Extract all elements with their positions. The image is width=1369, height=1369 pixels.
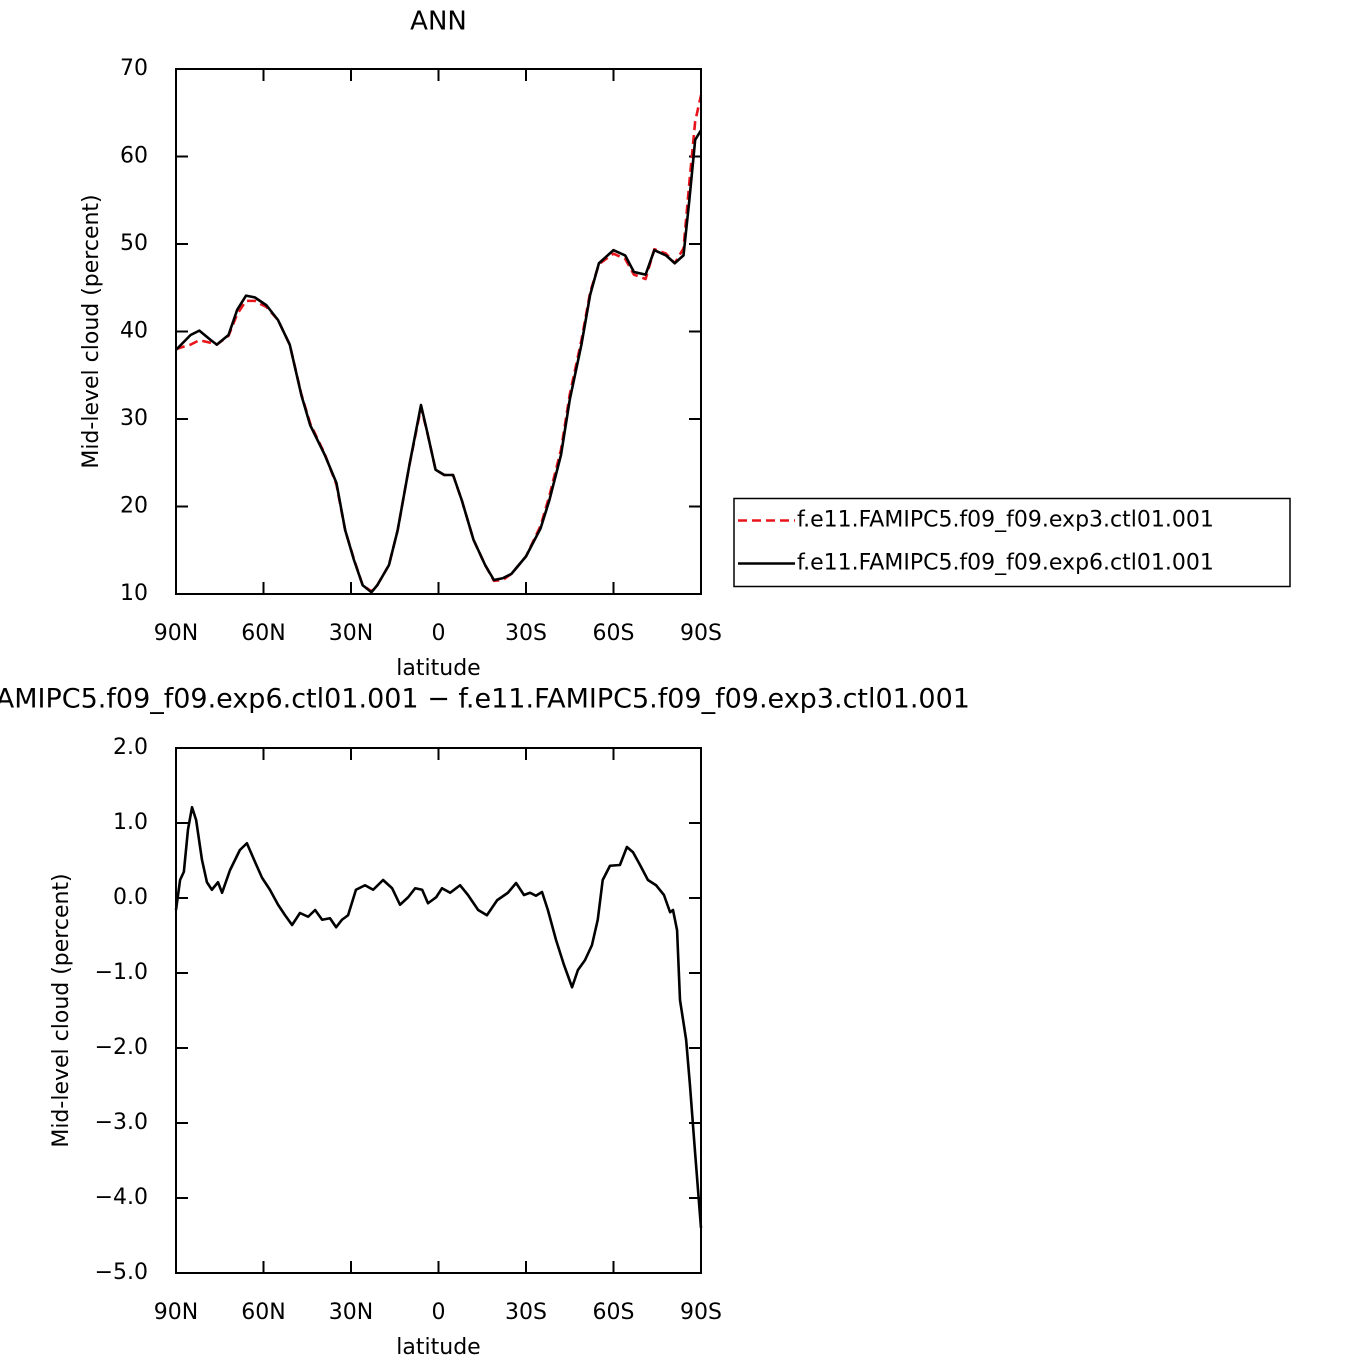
- y-tick-label: −1.0: [95, 960, 148, 985]
- legend-box: [733, 497, 1291, 588]
- x-tick-label: 30N: [329, 1300, 373, 1325]
- y-tick-label: 50: [120, 231, 148, 256]
- y-tick-label: −5.0: [95, 1260, 148, 1285]
- y-tick-label: 40: [120, 319, 148, 344]
- plot-frame: [175, 747, 702, 1274]
- x-tick-label: 60S: [593, 621, 635, 646]
- data-line: [175, 94, 703, 593]
- data-line: [174, 805, 703, 1229]
- x-tick-label: 60N: [241, 1300, 285, 1325]
- y-tick-label: 2.0: [113, 735, 148, 760]
- plot-frame: [175, 68, 702, 595]
- x-tick-label: 0: [432, 1300, 446, 1325]
- x-tick-label: 60S: [593, 1300, 635, 1325]
- y-axis-label: Mid-level cloud (percent): [79, 194, 104, 468]
- x-tick-label: 90S: [680, 621, 722, 646]
- y-tick-label: −4.0: [95, 1185, 148, 1210]
- legend-label: f.e11.FAMIPC5.f09_f09.exp6.ctl01.001: [797, 551, 1214, 576]
- y-tick-label: −3.0: [95, 1110, 148, 1135]
- y-tick-label: 1.0: [113, 810, 148, 835]
- x-tick-label: 90N: [154, 1300, 198, 1325]
- y-tick-label: 30: [120, 406, 148, 431]
- x-tick-label: 0: [432, 621, 446, 646]
- y-tick-label: 20: [120, 494, 148, 519]
- y-axis-label: Mid-level cloud (percent): [49, 873, 74, 1147]
- data-line: [175, 129, 703, 594]
- chart-title: ANN: [410, 7, 467, 37]
- x-tick-label: 30S: [505, 1300, 547, 1325]
- y-tick-label: 60: [120, 144, 148, 169]
- x-axis-label: latitude: [396, 656, 480, 681]
- x-axis-label: latitude: [396, 1335, 480, 1360]
- y-tick-label: −2.0: [95, 1035, 148, 1060]
- x-tick-label: 30N: [329, 621, 373, 646]
- x-tick-label: 90S: [680, 1300, 722, 1325]
- chart-title: f.e11.FAMIPC5.f09_f09.exp6.ctl01.001 − f…: [0, 684, 970, 715]
- y-tick-label: 0.0: [113, 885, 148, 910]
- y-tick-label: 70: [120, 56, 148, 81]
- x-tick-label: 30S: [505, 621, 547, 646]
- y-tick-label: 10: [120, 581, 148, 606]
- x-tick-label: 90N: [154, 621, 198, 646]
- legend-label: f.e11.FAMIPC5.f09_f09.exp3.ctl01.001: [797, 508, 1214, 533]
- x-tick-label: 60N: [241, 621, 285, 646]
